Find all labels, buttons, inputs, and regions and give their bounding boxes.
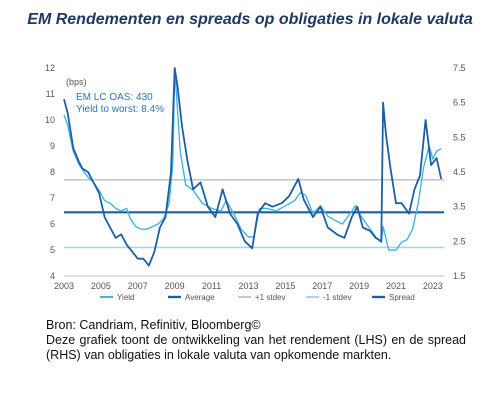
series-line-spread — [63, 67, 443, 267]
caption: Bron: Candriam, Refinitiv, Bloomberg© De… — [46, 318, 466, 363]
y-left-tick-label: 10 — [45, 115, 55, 125]
y-right-tick-label: 1.5 — [453, 271, 466, 281]
legend-label: Average — [185, 293, 215, 302]
y-right-tick-label: 4.5 — [453, 167, 466, 177]
y-right-tick-label: 3.5 — [453, 202, 466, 212]
y-right-tick-label: 7.5 — [453, 63, 466, 73]
series-line-yield — [63, 72, 442, 251]
legend-label: +1 stdev — [255, 293, 285, 302]
chart-title: EM Rendementen en spreads op obligaties … — [27, 11, 473, 28]
y-left-tick-label: 5 — [50, 245, 55, 255]
y-right-tick-label: 2.5 — [453, 236, 466, 246]
legend-label: Yield — [117, 293, 135, 302]
chart-canvas: 4 5 6 7 8 9 10 11 12 1.5 2.5 3.5 4.5 5.5 6.5 7.5 2003 200… — [45, 63, 466, 302]
legend-label: Spread — [389, 293, 415, 302]
unit-label: (bps) — [66, 77, 87, 87]
annotation-oas: EM LC OAS: 430 — [76, 92, 153, 103]
x-tick-label: 2011 — [202, 281, 221, 291]
legend-label: -1 stdev — [323, 293, 351, 302]
x-tick-label: 2023 — [423, 281, 443, 291]
x-tick-label: 2019 — [349, 281, 369, 291]
y-left-tick-label: 6 — [50, 219, 55, 229]
y-left-tick-label: 7 — [50, 193, 55, 203]
x-tick-label: 2009 — [165, 281, 185, 291]
x-tick-label: 2005 — [91, 281, 111, 291]
y-left-tick-label: 4 — [50, 271, 55, 281]
x-tick-label: 2003 — [54, 281, 74, 291]
y-right-tick-label: 5.5 — [453, 132, 466, 142]
chart-description: Deze grafiek toont de ontwikkeling van h… — [46, 333, 466, 362]
y-left-tick-label: 12 — [45, 63, 55, 73]
x-tick-label: 2021 — [386, 281, 406, 291]
source-note: Bron: Candriam, Refinitiv, Bloomberg© — [46, 318, 261, 332]
x-tick-label: 2013 — [238, 281, 258, 291]
x-tick-label: 2017 — [312, 281, 332, 291]
y-right-tick-label: 6.5 — [453, 98, 466, 108]
x-tick-label: 2007 — [128, 281, 148, 291]
y-left-tick-label: 8 — [50, 167, 55, 177]
annotation-yield: Yield to worst: 8.4% — [76, 104, 164, 115]
x-tick-label: 2015 — [275, 281, 295, 291]
y-left-tick-label: 9 — [50, 141, 55, 151]
y-left-tick-label: 11 — [46, 89, 55, 99]
